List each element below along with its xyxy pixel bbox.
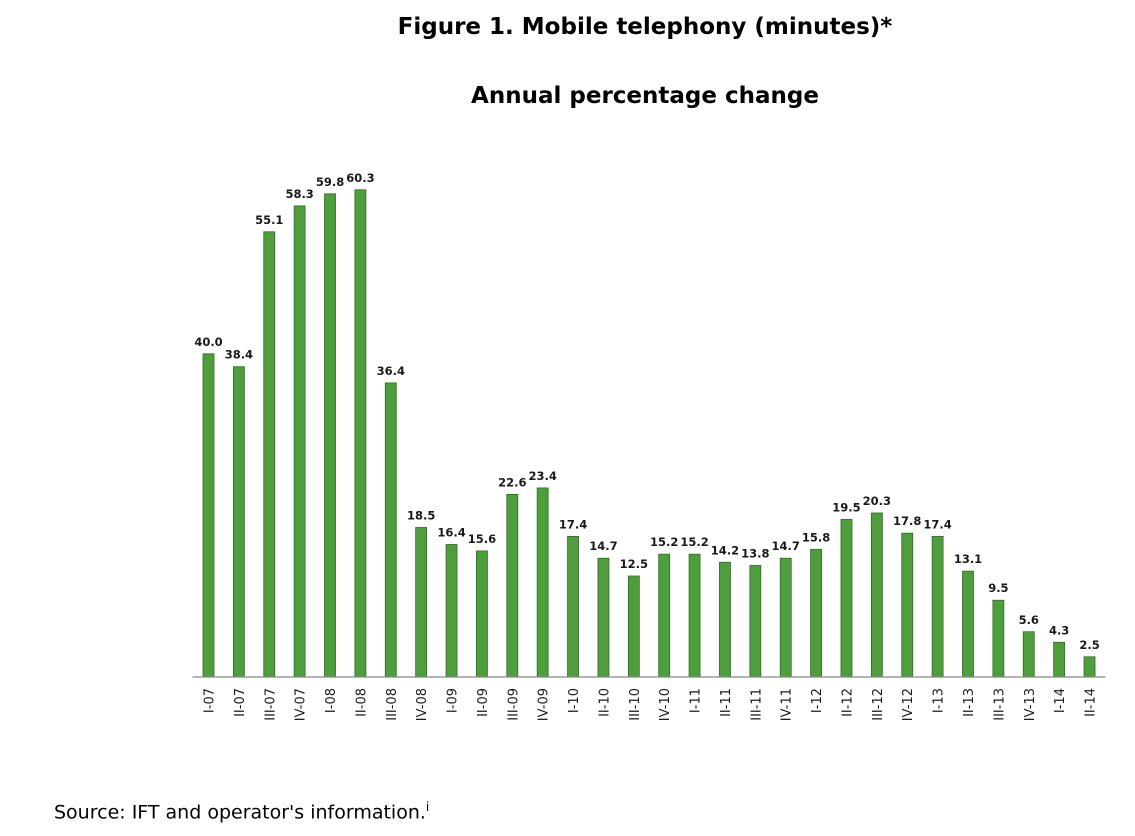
x-tick-label: I-12 [810,688,825,713]
data-label: 9.5 [988,581,1008,595]
x-tick-label: I-10 [567,688,582,713]
bar [658,553,671,678]
data-label: 55.1 [255,213,283,227]
data-label: 12.5 [620,557,648,571]
bar [384,382,397,678]
x-tick-label: II-09 [476,688,491,717]
data-label: 16.4 [437,525,465,539]
bar [445,544,458,678]
source-note: Source: IFT and operator's information.i [54,800,429,823]
bar [506,493,519,678]
data-label: 59.8 [316,175,344,189]
x-tick-label: III-11 [749,688,764,721]
bar [719,561,731,678]
data-label: 60.3 [346,171,374,185]
bar [324,193,336,678]
x-tick-label: IV-12 [901,688,916,721]
x-tick-label: II-08 [354,688,369,717]
data-label: 5.6 [1019,613,1039,627]
x-tick-label: II-11 [719,688,734,717]
data-label: 58.3 [285,187,313,201]
x-tick-label: II-14 [1084,688,1099,717]
data-label: 2.5 [1079,638,1099,652]
x-tick-label: IV-07 [294,688,309,721]
data-label: 17.8 [893,514,921,528]
data-label: 40.0 [194,335,222,349]
bar [992,599,1005,678]
data-label: 22.6 [498,475,526,489]
bar [567,536,579,678]
bar [627,575,640,678]
data-label: 19.5 [832,500,860,514]
x-tick-label: III-08 [385,688,400,721]
data-label: 15.2 [680,535,708,549]
x-tick-label: III-07 [263,688,278,721]
data-label: 4.3 [1049,623,1069,637]
x-tick-label: III-10 [628,688,643,721]
x-tick-label: IV-09 [537,688,552,721]
data-label: 38.4 [225,348,253,362]
data-label: 17.4 [923,517,951,531]
x-tick-label: I-13 [932,688,947,713]
bar [779,557,792,678]
x-tick-label: IV-08 [415,688,430,721]
bar [202,353,215,678]
bar [415,527,428,678]
data-label: 36.4 [377,364,405,378]
x-tick-label: II-07 [233,688,248,717]
bar [263,231,276,678]
data-label: 18.5 [407,509,435,523]
x-tick-label: III-09 [506,688,521,721]
data-label: 13.1 [954,552,982,566]
data-label: 13.8 [741,546,769,560]
data-label: 23.4 [528,469,556,483]
bar [1022,631,1035,678]
bar [1083,656,1096,678]
x-tick-label: II-12 [840,688,855,717]
bar [597,557,610,678]
data-label: 14.7 [772,539,800,553]
bar [688,553,701,678]
chart-title: Figure 1. Mobile telephony (minutes)* [397,14,893,40]
x-tick-label: II-10 [597,688,612,717]
bar [870,512,883,678]
x-tick-label: IV-11 [780,688,795,721]
data-label: 14.2 [711,543,739,557]
data-label: 17.4 [559,517,587,531]
x-tick-label: I-11 [689,688,704,713]
bar [232,366,245,678]
x-tick-label: I-08 [324,688,339,713]
x-tick-label: I-07 [203,688,218,713]
bar [901,532,914,678]
data-label: 15.6 [468,532,496,546]
bar [354,189,367,678]
bar [749,565,762,678]
source-text: Source: IFT and operator's information. [54,801,426,824]
x-tick-label: III-12 [871,688,886,721]
x-tick-label: II-13 [962,688,977,717]
source-footnote-marker: i [425,800,430,814]
x-tick-label: IV-10 [658,688,673,721]
bar [840,519,853,678]
x-tick-label: IV-13 [1023,688,1038,721]
data-label: 15.8 [802,530,830,544]
data-label: 20.3 [863,494,891,508]
bar [962,570,974,678]
data-label: 14.7 [589,539,617,553]
chart-subtitle: Annual percentage change [471,83,819,109]
data-label: 15.2 [650,535,678,549]
bar [931,536,944,678]
bar [476,550,488,678]
bar [810,548,822,678]
bar [293,205,306,678]
x-tick-label: I-09 [446,688,461,713]
x-tick-label: I-14 [1053,688,1068,713]
bar [536,487,549,678]
x-tick-label: III-13 [992,688,1007,721]
bar [1053,641,1066,678]
